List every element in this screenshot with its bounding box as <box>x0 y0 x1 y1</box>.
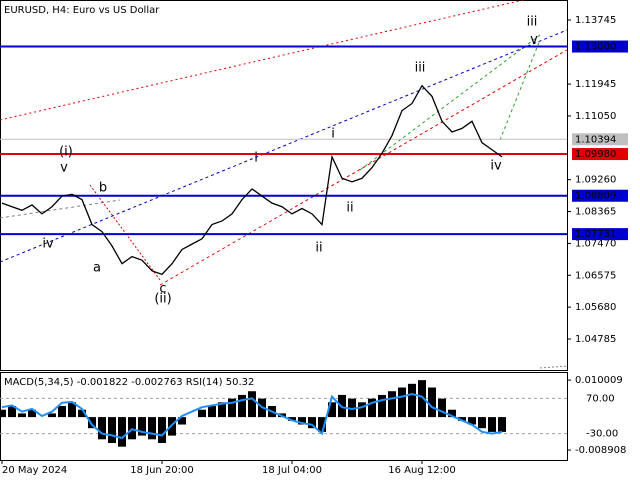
price-level-box <box>572 40 628 53</box>
macd-bar <box>428 387 436 418</box>
macd-bar <box>468 417 476 425</box>
price-level-box <box>572 228 628 241</box>
y-tick-label: 1.06575 <box>575 270 616 281</box>
channel-line <box>539 365 568 369</box>
macd-bar <box>198 409 206 418</box>
wave-label: iv <box>42 237 54 252</box>
macd-bar <box>438 398 446 418</box>
macd-bar <box>408 383 416 418</box>
macd-bar <box>78 409 86 418</box>
macd-bar <box>18 413 26 418</box>
price-line <box>1 84 503 276</box>
macd-bar <box>28 409 36 418</box>
x-tick-label: 18 Jul 04:00 <box>262 465 322 476</box>
macd-bar <box>308 417 316 429</box>
macd-bar <box>178 417 186 425</box>
y-tick-label: -0.008908 <box>575 445 626 456</box>
wave-label: iii <box>415 61 426 76</box>
macd-bar <box>218 402 226 418</box>
channel-line <box>0 0 526 121</box>
macd-bar <box>68 402 76 418</box>
macd-bar <box>498 417 506 432</box>
wave-label: ii <box>346 201 353 216</box>
main-frame <box>0 0 568 371</box>
rsi-line <box>1 392 503 440</box>
wave-label: ii <box>315 241 322 256</box>
macd-bar <box>58 406 66 418</box>
price-level-label: 1.09980 <box>575 149 616 160</box>
wave-label: (ii) <box>154 292 171 307</box>
macd-bar <box>158 417 166 443</box>
price-level-label: 1.10394 <box>575 134 616 145</box>
macd-bar <box>8 406 16 418</box>
price-level-label: 1.07731 <box>575 229 616 240</box>
macd-bar <box>348 398 356 418</box>
y-tick-label: 1.04785 <box>575 334 616 345</box>
wave-label: c <box>159 282 166 297</box>
channel-line <box>0 29 568 263</box>
price-level-box <box>572 133 628 146</box>
rsi-tick-label: 70.00 <box>586 393 615 404</box>
macd-bar <box>318 417 326 432</box>
macd-bar <box>248 391 256 418</box>
macd-bar <box>358 402 366 418</box>
y-tick-label: 0.010009 <box>575 375 623 386</box>
macd-bar <box>0 409 6 418</box>
macd-bar <box>478 417 486 429</box>
macd-bar <box>238 394 246 418</box>
y-tick-label: 1.07470 <box>575 238 616 249</box>
macd-bar <box>208 406 216 418</box>
macd-bar <box>288 417 296 421</box>
macd-bar <box>228 398 236 418</box>
price-level-box <box>572 189 628 202</box>
y-tick-label: 1.09260 <box>575 175 616 186</box>
wave-label: i <box>331 127 335 142</box>
y-tick-label: 1.13745 <box>575 15 616 26</box>
macd-bar <box>388 391 396 418</box>
wave-label: b <box>99 181 107 196</box>
macd-bar <box>398 387 406 418</box>
y-tick-label: 1.11050 <box>575 111 616 122</box>
macd-bar <box>48 413 56 418</box>
x-tick-label: 16 Aug 12:00 <box>388 465 455 476</box>
price-level-box <box>572 148 628 161</box>
x-tick-label: 20 May 2024 <box>2 465 67 476</box>
x-tick-label: 18 Jun 20:00 <box>130 465 194 476</box>
y-tick-label: 1.05680 <box>575 302 616 313</box>
wave-line <box>359 34 541 171</box>
wave-label: v <box>60 161 68 176</box>
wave-label: iii <box>527 15 538 30</box>
macd-bar <box>368 398 376 418</box>
macd-bar <box>118 417 126 447</box>
macd-bar <box>148 417 156 440</box>
macd-bar <box>448 409 456 418</box>
macd-bar <box>98 417 106 440</box>
macd-bar <box>458 417 466 421</box>
rsi-tick-label: -30.00 <box>586 429 618 440</box>
macd-bar <box>108 417 116 443</box>
macd-bar <box>418 380 426 418</box>
macd-bar <box>138 417 146 436</box>
indicator-label: MACD(5,34,5) -0.001822 -0.002763 RSI(14)… <box>4 377 254 388</box>
macd-bar <box>488 417 496 432</box>
price-level-label: 1.13000 <box>575 42 616 53</box>
price-level-label: 1.08809 <box>575 191 616 202</box>
wave-label: v <box>530 33 538 48</box>
macd-bar <box>168 417 176 436</box>
macd-bar <box>88 417 96 429</box>
y-tick-label: 1.08365 <box>575 207 616 218</box>
wave-line <box>0 199 121 219</box>
macd-bar <box>378 394 386 418</box>
y-tick-label: 1.11945 <box>575 79 616 90</box>
wave-label: i <box>254 151 258 166</box>
chart-title: EURUSD, H4: Euro vs US Dollar <box>4 5 160 16</box>
macd-bar <box>298 417 306 425</box>
wave-label: iv <box>490 159 502 174</box>
wave-label: (i) <box>59 145 73 160</box>
channel-line <box>159 49 568 286</box>
wave-label: a <box>93 261 101 276</box>
macd-bar <box>328 402 336 418</box>
